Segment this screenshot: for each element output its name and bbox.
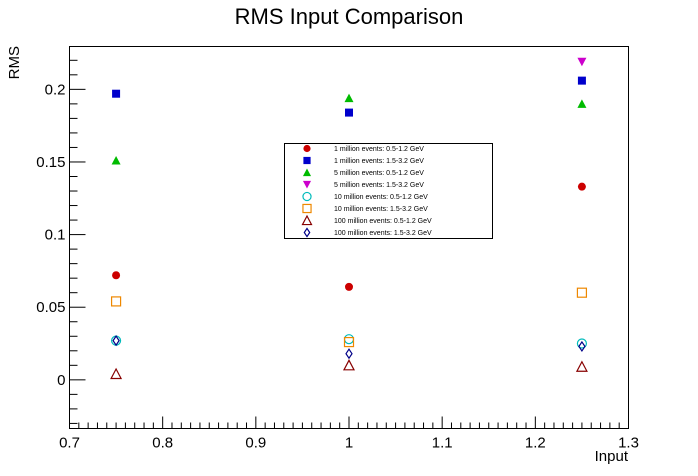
legend-marker [302, 180, 312, 189]
y-tick-label: 0.2 [45, 81, 66, 98]
legend-marker [301, 214, 313, 226]
x-tick-label: 1 [345, 435, 353, 452]
y-tick-label: 0.15 [36, 154, 65, 171]
data-point [577, 76, 586, 85]
x-axis: 0.7 0.8 0.9 1 1.1 1.2 1.3 [59, 416, 639, 452]
data-point [112, 271, 121, 280]
data-point [578, 340, 586, 353]
y-tick-label: 0 [57, 372, 65, 389]
data-point [343, 334, 355, 345]
legend-marker [303, 144, 311, 153]
data-point [345, 282, 353, 291]
data-points [110, 57, 588, 380]
y-tick-label: 0.05 [36, 299, 65, 316]
data-point [577, 57, 587, 67]
x-tick-label: 0.8 [152, 435, 173, 452]
data-point [343, 336, 355, 348]
legend-marker [302, 203, 312, 214]
data-point [345, 108, 353, 117]
chart-title: RMS Input Comparison [235, 4, 464, 29]
data-point [576, 287, 588, 298]
legend-label: 100 million events: 0.5-1.2 GeV [334, 218, 432, 225]
legend-marker [303, 156, 311, 165]
data-point [575, 360, 588, 372]
y-axis: 0 0.05 0.1 0.15 0.2 [36, 59, 86, 424]
x-axis-label: Input [595, 448, 629, 465]
x-tick-label: 0.9 [245, 435, 266, 452]
legend-label: 100 million events: 1.5-3.2 GeV [334, 230, 432, 237]
x-tick-label: 1.3 [618, 435, 639, 452]
data-point [343, 359, 355, 371]
legend-label: 1 million events: 1.5-3.2 GeV [334, 158, 424, 165]
data-point [112, 335, 120, 347]
data-point [110, 367, 123, 380]
legend: 1 million events: 0.5-1.2 GeV 1 million e… [284, 143, 493, 239]
legend-marker [302, 191, 312, 202]
y-tick-label: 0.1 [45, 227, 66, 244]
legend-marker [302, 168, 312, 177]
data-point [344, 93, 354, 103]
y-axis-label: RMS [6, 46, 23, 79]
legend-label: 1 million events: 0.5-1.2 GeV [334, 146, 424, 153]
data-point [110, 296, 122, 307]
legend-box [284, 143, 493, 239]
legend-label: 5 million events: 1.5-3.2 GeV [334, 182, 424, 189]
data-point [576, 338, 588, 349]
data-point [112, 89, 121, 98]
legend-label: 5 million events: 0.5-1.2 GeV [334, 170, 424, 177]
data-point [577, 99, 587, 108]
x-tick-label: 1.2 [525, 435, 546, 452]
data-point [577, 182, 586, 191]
x-tick-label: 1.1 [432, 435, 453, 452]
legend-label: 10 million events: 1.5-3.2 GeV [334, 206, 428, 213]
data-point [111, 156, 121, 165]
x-tick-label: 0.7 [59, 435, 80, 452]
legend-label: 10 million events: 0.5-1.2 GeV [334, 194, 428, 201]
legend-marker [303, 227, 311, 238]
data-point [345, 348, 353, 360]
